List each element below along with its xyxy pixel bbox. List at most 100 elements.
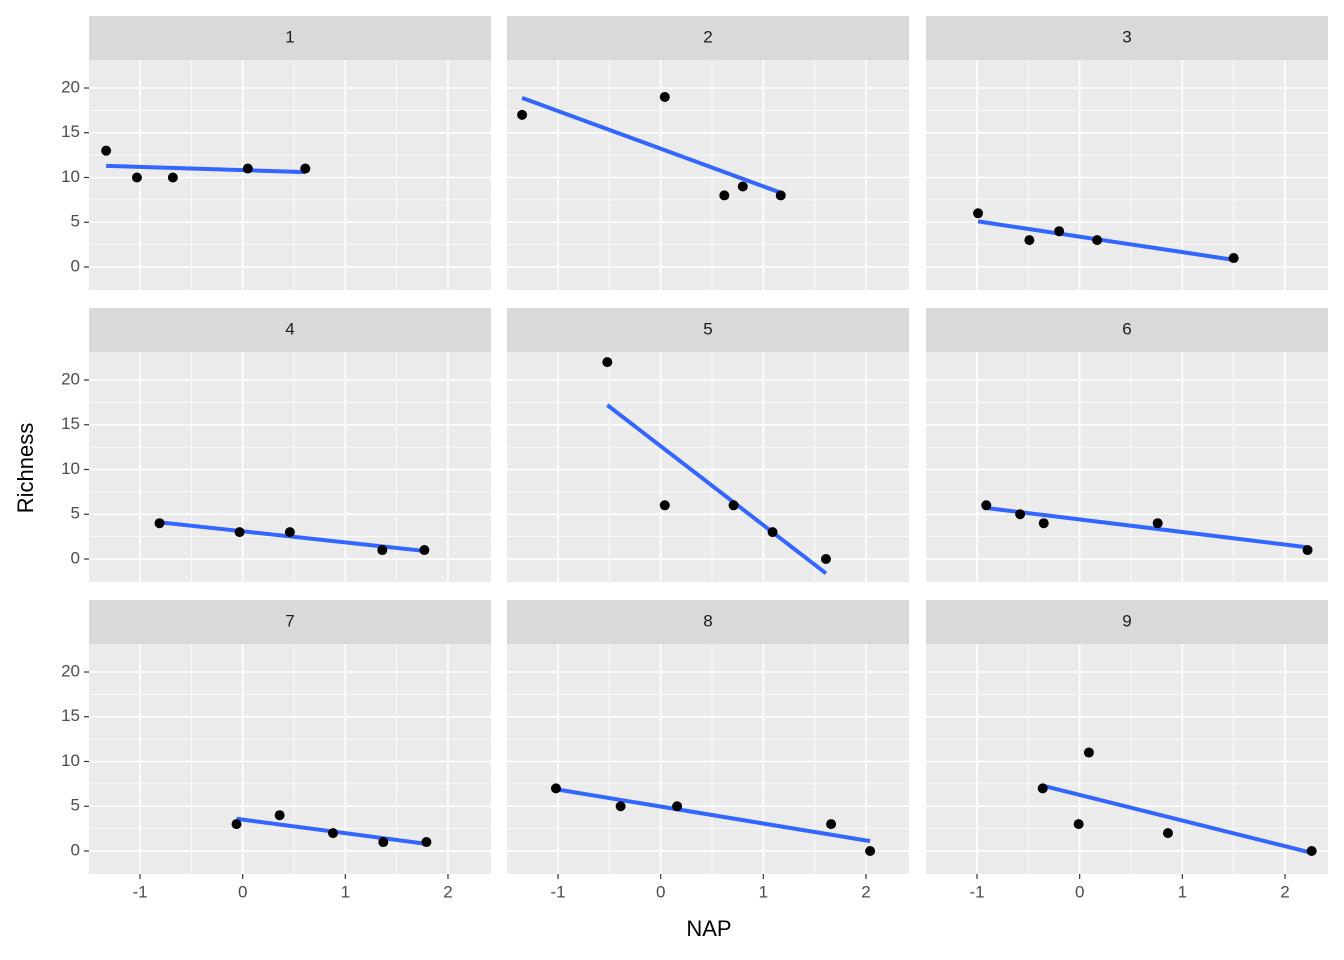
x-tick-label: 1 [1178,882,1187,901]
strip-label: 8 [703,611,712,630]
x-tick-label: -1 [550,882,565,901]
point [328,828,339,839]
point [274,810,285,821]
point [1038,518,1049,529]
panel-background [926,644,1328,874]
fit-line [555,787,871,844]
x-axis-title: NAP [686,916,731,941]
x-tick-label: 2 [443,882,452,901]
panel-background [507,352,909,582]
strip [507,16,909,60]
strip-label: 6 [1122,319,1131,338]
point [421,837,432,848]
point [419,545,430,556]
strip-label: 2 [703,27,712,46]
point [865,846,876,856]
strip-label: 7 [285,611,294,630]
point [550,783,561,794]
fit-line [606,403,828,575]
point [517,109,528,120]
point [1306,846,1317,856]
point [826,819,837,830]
strip-label: 5 [703,319,712,338]
point [659,91,670,102]
panel-background [89,644,491,874]
y-tick-label: 20 [61,369,80,388]
point [1302,545,1313,556]
x-tick-label: 2 [861,882,870,901]
point [659,500,670,511]
strip [507,600,909,644]
point [737,181,748,192]
strip [926,308,1328,352]
point [378,837,389,848]
y-tick-label: 5 [71,504,80,523]
strip-label: 1 [285,27,294,46]
y-tick-label: 5 [71,796,80,815]
y-tick-label: 10 [61,751,80,770]
point [231,819,242,830]
x-tick-label: 0 [656,882,665,901]
strip-label: 9 [1122,611,1131,630]
y-tick-label: 15 [61,122,80,141]
point [1228,253,1239,264]
strip [89,16,491,60]
y-tick-label: 20 [61,77,80,96]
x-tick-label: 2 [1280,882,1289,901]
x-tick-label: 1 [759,882,768,901]
panel-background [926,60,1328,290]
point [377,545,388,556]
point [820,554,831,564]
point [101,145,112,156]
strip-label: 4 [285,319,294,338]
x-tick-label: 0 [238,882,247,901]
point [719,190,730,201]
point [602,357,613,368]
point [775,190,786,201]
point [300,163,311,174]
x-tick-label: -1 [969,882,984,901]
point [1015,509,1026,520]
strip [507,308,909,352]
y-tick-label: 10 [61,459,80,478]
panel-background [926,352,1328,582]
point [1162,828,1173,839]
strip [89,308,491,352]
point [973,208,984,219]
panel-background [89,352,491,582]
point [1073,819,1084,830]
point [154,518,165,529]
point [1037,783,1048,794]
y-tick-label: 0 [71,840,80,859]
point [1152,518,1163,529]
y-tick-label: 15 [61,706,80,725]
y-tick-label: 20 [61,661,80,680]
panel-background [89,60,491,290]
strip [926,16,1328,60]
point [1054,226,1065,237]
point [1024,235,1035,246]
panel-background [507,60,909,290]
point [728,500,739,511]
y-tick-label: 0 [71,548,80,567]
point [1092,235,1103,246]
y-tick-label: 15 [61,414,80,433]
point [615,801,626,812]
strip [926,600,1328,644]
strip [89,600,491,644]
point [167,172,178,183]
point [672,801,683,812]
point [131,172,142,183]
fit-line [986,506,1308,550]
point [234,527,245,538]
fit-line [1042,783,1313,855]
fit-line [977,219,1234,262]
x-tick-label: 0 [1075,882,1084,901]
point [1083,747,1094,758]
point [767,527,778,538]
fit-line [106,163,306,175]
y-axis-title: Richness [13,423,38,513]
strip-label: 3 [1122,27,1131,46]
